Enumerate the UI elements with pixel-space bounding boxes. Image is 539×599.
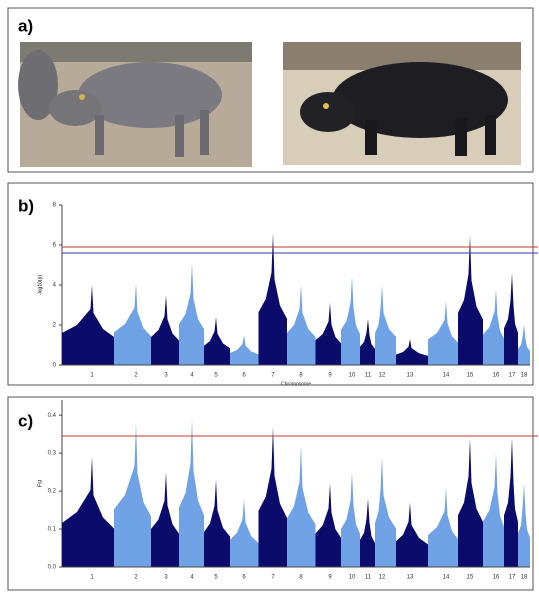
x-tick-label: 6 bbox=[242, 373, 246, 379]
chromosome-points bbox=[179, 418, 204, 567]
x-tick-label: 15 bbox=[467, 575, 474, 581]
x-tick-label: 11 bbox=[365, 373, 372, 379]
y-tick-label: 2 bbox=[53, 323, 57, 329]
photo bbox=[18, 42, 252, 167]
x-tick-label: 7 bbox=[271, 373, 275, 379]
x-tick-label: 3 bbox=[164, 373, 168, 379]
x-tick-label: 5 bbox=[214, 575, 218, 581]
chromosome-points bbox=[179, 263, 204, 365]
x-tick-label: 16 bbox=[493, 373, 500, 379]
y-axis-label: -log10(p) bbox=[37, 275, 43, 295]
x-tick-label: 16 bbox=[493, 575, 500, 581]
x-tick-label: 10 bbox=[349, 373, 356, 379]
chromosome-points bbox=[458, 437, 483, 567]
y-tick-label: 8 bbox=[53, 203, 57, 209]
x-tick-label: 11 bbox=[365, 575, 372, 581]
x-tick-label: 1 bbox=[90, 373, 94, 379]
chromosome-points bbox=[151, 295, 179, 365]
chromosome-points bbox=[315, 483, 341, 567]
chromosome-points bbox=[204, 479, 230, 567]
x-tick-label: 12 bbox=[379, 575, 386, 581]
chromosome-points bbox=[287, 285, 316, 365]
chromosome-points bbox=[204, 317, 230, 365]
chromosome-points bbox=[151, 472, 179, 567]
y-tick-label: 0.1 bbox=[48, 527, 57, 533]
x-tick-label: 4 bbox=[190, 373, 194, 379]
chromosome-points bbox=[518, 325, 530, 365]
photo bbox=[283, 42, 521, 165]
chromosome-points bbox=[258, 233, 287, 365]
x-tick-label: 7 bbox=[271, 575, 275, 581]
chromosome-points bbox=[114, 422, 151, 567]
chromosome-points bbox=[504, 437, 518, 567]
chromosome-points bbox=[375, 456, 396, 567]
panel-frame bbox=[7, 182, 534, 386]
chromosome-points bbox=[360, 319, 375, 365]
chromosome-points bbox=[428, 301, 458, 365]
panel-frame bbox=[7, 7, 534, 173]
x-tick-label: 17 bbox=[509, 575, 516, 581]
y-tick-label: 6 bbox=[53, 243, 57, 249]
x-axis-label: Chromosome bbox=[281, 381, 311, 387]
chromosome-points bbox=[396, 502, 428, 567]
y-tick-label: 0 bbox=[53, 363, 57, 369]
x-tick-label: 14 bbox=[443, 575, 450, 581]
panel-label: c) bbox=[18, 411, 33, 430]
chromosome-points bbox=[230, 335, 259, 365]
chromosome-points bbox=[360, 498, 375, 567]
x-tick-label: 18 bbox=[521, 373, 528, 379]
x-tick-label: 13 bbox=[407, 373, 414, 379]
chromosome-points bbox=[315, 303, 341, 365]
chromosome-points bbox=[62, 456, 114, 567]
chromosome-points bbox=[504, 273, 518, 365]
chromosome-points bbox=[483, 453, 504, 567]
x-tick-label: 14 bbox=[443, 373, 450, 379]
x-tick-label: 17 bbox=[509, 373, 516, 379]
x-tick-label: 6 bbox=[242, 575, 246, 581]
chromosome-points bbox=[62, 285, 114, 365]
y-tick-label: 0.3 bbox=[48, 451, 57, 457]
x-tick-label: 18 bbox=[521, 575, 528, 581]
chromosome-points bbox=[287, 445, 316, 567]
y-tick-label: 0.0 bbox=[48, 565, 57, 571]
x-tick-label: 2 bbox=[134, 575, 138, 581]
x-tick-label: 8 bbox=[299, 575, 303, 581]
x-tick-label: 9 bbox=[328, 575, 332, 581]
x-tick-label: 15 bbox=[467, 373, 474, 379]
chromosome-points bbox=[114, 283, 151, 365]
chromosome-points bbox=[428, 487, 458, 567]
y-axis-label: Fst bbox=[37, 479, 43, 487]
x-tick-label: 1 bbox=[90, 575, 94, 581]
x-tick-label: 13 bbox=[407, 575, 414, 581]
panel-label: a) bbox=[18, 16, 33, 35]
chromosome-points bbox=[375, 285, 396, 365]
y-tick-label: 0.4 bbox=[48, 413, 57, 419]
x-tick-label: 12 bbox=[379, 373, 386, 379]
x-tick-label: 5 bbox=[214, 373, 218, 379]
chromosome-points bbox=[458, 235, 483, 365]
x-tick-label: 9 bbox=[328, 373, 332, 379]
panel-label: b) bbox=[18, 196, 34, 215]
chromosome-points bbox=[230, 498, 259, 567]
x-tick-label: 8 bbox=[299, 373, 303, 379]
chromosome-points bbox=[396, 339, 428, 365]
y-tick-label: 4 bbox=[53, 283, 57, 289]
chromosome-points bbox=[341, 277, 360, 365]
x-tick-label: 4 bbox=[190, 575, 194, 581]
y-tick-label: 0.2 bbox=[48, 489, 57, 495]
x-tick-label: 2 bbox=[134, 373, 138, 379]
chromosome-points bbox=[341, 472, 360, 567]
x-tick-label: 3 bbox=[164, 575, 168, 581]
chromosome-points bbox=[483, 289, 504, 365]
chromosome-points bbox=[258, 426, 287, 567]
panel-frame bbox=[7, 396, 534, 591]
chromosome-points bbox=[518, 483, 530, 567]
x-tick-label: 10 bbox=[349, 575, 356, 581]
